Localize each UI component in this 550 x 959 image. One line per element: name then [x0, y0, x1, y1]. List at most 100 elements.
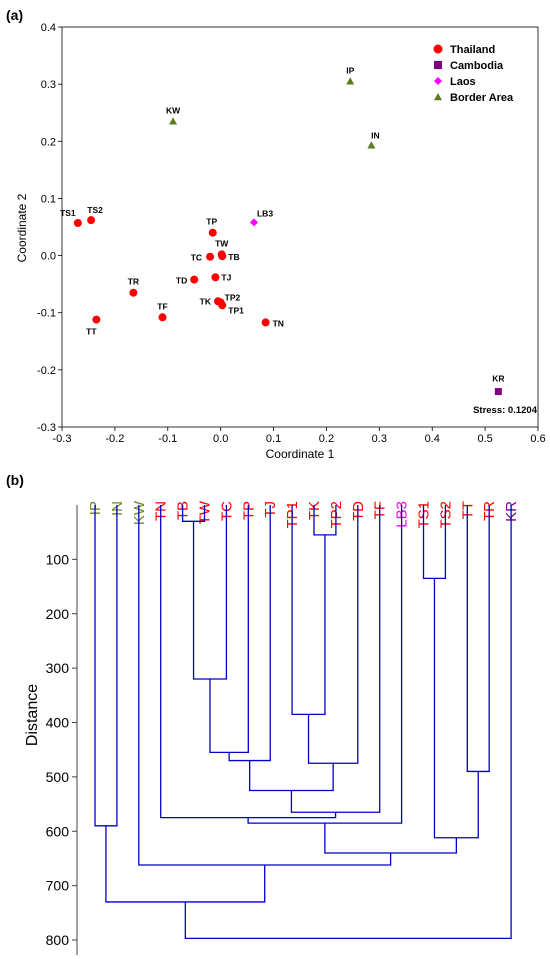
distance-tick-label: 500: [46, 769, 70, 785]
data-point-tj: [211, 273, 220, 282]
x-tick-label: 0.6: [530, 433, 545, 445]
panel-b-label: (b): [6, 472, 24, 488]
data-point-tr: [129, 288, 138, 297]
data-point-ts2: [87, 216, 96, 225]
point-label-kw: KW: [166, 105, 181, 115]
y-tick-label: 0.3: [41, 79, 56, 91]
data-point-kr: [494, 388, 502, 396]
distance-tick-label: 200: [46, 606, 70, 622]
leaf-labels: IP IN KW TN TB TW TC TP TJ TP1 TK TP2 TD TF LB3 TS1 TS2 T…: [87, 500, 520, 528]
distance-axis-ticks: 100 200 300 400 500 600 700 800: [46, 551, 77, 948]
legend-marker-border-area: [434, 93, 442, 101]
x-axis-title: Coordinate 1: [266, 447, 335, 461]
dendrogram-link: [138, 505, 392, 866]
legend-marker-cambodia: [434, 61, 442, 69]
dendrogram-link: [313, 505, 337, 536]
dendrogram-link: [94, 505, 118, 827]
dendrogram-link: [228, 505, 271, 762]
y-tick-label: 0.1: [41, 193, 56, 205]
x-tick-label: 0.3: [372, 433, 387, 445]
point-label-ts1: TS1: [60, 208, 76, 218]
point-label-ip: IP: [346, 65, 354, 75]
legend-label-cambodia: Cambodia: [450, 60, 504, 72]
dendrogram-link: [160, 505, 337, 819]
dendrogram-link: [422, 505, 447, 580]
point-label-tk: TK: [200, 296, 212, 306]
data-point-tt: [92, 315, 101, 324]
y-tick-label: -0.3: [37, 422, 56, 434]
x-tick-label: 0.0: [213, 433, 228, 445]
point-label-in: IN: [371, 130, 380, 140]
point-label-tc: TC: [191, 253, 202, 263]
y-tick-label: 0.0: [41, 251, 56, 263]
legend-label-thailand: Thailand: [450, 44, 495, 56]
data-point-tc: [206, 252, 215, 261]
x-tick-label: 0.5: [477, 433, 492, 445]
dendrogram-link: [466, 505, 490, 773]
x-tick-label: -0.2: [105, 433, 124, 445]
point-label-kr: KR: [492, 374, 504, 384]
point-label-tr: TR: [128, 277, 139, 287]
x-tick-label: -0.3: [53, 433, 72, 445]
data-point-td: [190, 275, 199, 284]
point-label-tp1: TP1: [228, 305, 244, 315]
dendrogram-link: [192, 505, 228, 680]
y-axis-ticks: -0.3 -0.2 -0.1 0.0 0.1 0.2 0.3 0.4: [37, 22, 62, 434]
distance-tick-label: 100: [46, 551, 70, 567]
x-tick-label: 0.4: [425, 433, 440, 445]
point-label-td: TD: [176, 276, 187, 286]
distance-axis-title: Distance: [24, 684, 41, 746]
dendrogram-link: [307, 505, 359, 764]
point-label-tf: TF: [157, 301, 167, 311]
dendrogram-link: [291, 505, 326, 715]
distance-tick-label: 800: [46, 932, 70, 948]
data-point-ts1: [73, 219, 82, 227]
dendrogram-panel: (b) IP IN KW TN TB TW TC TP TJ TP1 TK TP2 TD TF LB3 TS1…: [6, 472, 520, 955]
data-point-tb: [218, 252, 227, 261]
data-point-tf: [158, 313, 167, 322]
data-point-lb3: [249, 218, 258, 227]
dendrogram-link: [433, 578, 479, 839]
mds-scatter-panel: (a) -0.3 -0.2 -0.1 0.0 0.1 0.2 0.3 0.4 0.5 0.6 -0…: [6, 7, 546, 461]
scatter-plot-frame: [61, 26, 539, 428]
y-tick-label: 0.4: [41, 22, 56, 34]
y-tick-label: -0.2: [37, 365, 56, 377]
dendrogram-link: [290, 505, 381, 813]
x-tick-label: 0.1: [266, 433, 281, 445]
dendrogram-links: [94, 505, 512, 940]
point-label-tj: TJ: [221, 272, 231, 282]
dendrogram-link: [249, 760, 334, 792]
data-point-ip: [346, 77, 355, 85]
data-point-tp1: [218, 301, 227, 310]
distance-tick-label: 400: [46, 715, 70, 731]
point-label-lb3: LB3: [257, 208, 273, 218]
point-label-tt: TT: [86, 327, 97, 337]
point-label-tb: TB: [228, 252, 239, 262]
y-tick-label: -0.1: [37, 308, 56, 320]
x-tick-label: -0.1: [158, 433, 177, 445]
dendrogram-link: [184, 505, 512, 940]
legend-label-border-area: Border Area: [450, 92, 514, 104]
stress-annotation: Stress: 0.1204: [473, 405, 538, 416]
distance-tick-label: 300: [46, 660, 70, 676]
legend-marker-laos: [434, 77, 442, 85]
distance-tick-label: 600: [46, 823, 70, 839]
panel-a-label: (a): [6, 7, 23, 23]
legend-label-laos: Laos: [450, 76, 476, 88]
y-tick-label: 0.2: [41, 136, 56, 148]
point-label-tp: TP: [206, 217, 217, 227]
point-label-tn: TN: [273, 318, 284, 328]
data-point-kw: [169, 117, 178, 125]
point-label-ts2: TS2: [87, 205, 103, 215]
x-tick-label: 0.2: [319, 433, 334, 445]
distance-tick-label: 700: [46, 878, 70, 894]
legend-marker-thailand: [433, 44, 443, 54]
dendrogram-link: [105, 825, 266, 903]
data-point-tp: [208, 228, 217, 237]
scatter-points: TS1 TS2 TR TT TF TP TW TC TB TD TJ TK TP2 TP1 TN KR LB3 K…: [60, 65, 504, 396]
data-point-in: [367, 141, 376, 149]
point-label-tp2: TP2: [225, 292, 241, 302]
data-point-tn: [261, 318, 270, 327]
y-axis-title: Coordinate 2: [15, 193, 29, 262]
